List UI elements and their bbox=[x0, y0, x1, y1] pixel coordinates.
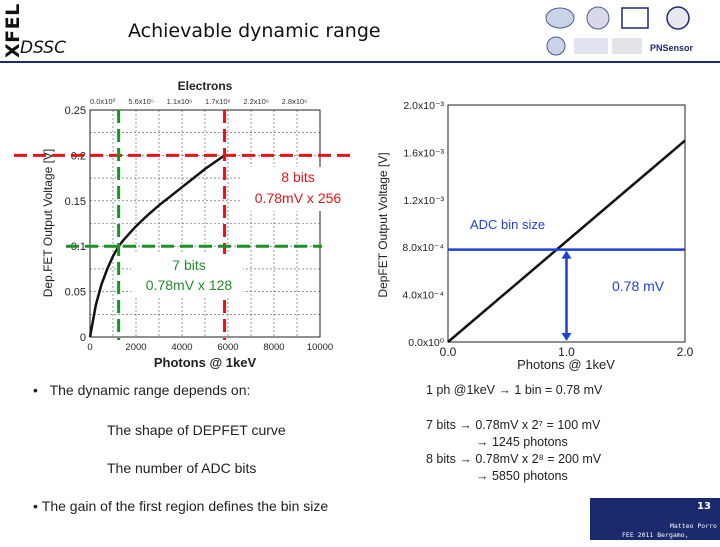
bullet-gain: • The gain of the first region defines t… bbox=[33, 498, 329, 514]
note-7bits-photons: → 1245 photons bbox=[476, 435, 568, 449]
partner-badge: PNSensor bbox=[650, 43, 694, 53]
right-plot-frame bbox=[447, 104, 686, 343]
right-chart: 0.0x10⁰ 4.0x10⁻⁴ 8.0x10⁻⁴ 1.2x10⁻³ 1.6x10⁻³ 2… bbox=[376, 100, 694, 372]
bullet-dynamic-range: • The dynamic range depends on: bbox=[33, 382, 251, 398]
adc-bin-value: 0.78 mV bbox=[612, 278, 665, 294]
x-tick-label: 8000 bbox=[263, 342, 284, 353]
y-tick-label: 0 bbox=[80, 332, 86, 344]
x-tick-label: 10000 bbox=[307, 342, 333, 353]
bullet-dynamic-range-text: The dynamic range depends on: bbox=[49, 382, 251, 398]
bullet-gain-text: The gain of the first region defines the… bbox=[41, 498, 329, 514]
footer-bar bbox=[590, 498, 720, 540]
y-tick-label: 4.0x10⁻⁴ bbox=[402, 290, 444, 302]
x-tick-label: 2.0 bbox=[677, 345, 694, 359]
note-8bits-photons: → 5850 photons bbox=[476, 469, 568, 483]
label-bg-8bit bbox=[240, 167, 356, 211]
footer-event: FEE 2011 Bergamo, 26.05.11 bbox=[622, 531, 689, 547]
bin-label-bg bbox=[466, 214, 566, 234]
partner-logo-4 bbox=[666, 6, 690, 30]
label-bg-7bit bbox=[131, 254, 243, 296]
y-tick-label: 0.25 bbox=[65, 105, 86, 117]
bin-arrow-head-bottom bbox=[561, 333, 572, 341]
header-divider bbox=[0, 61, 720, 63]
x-tick-label: 4000 bbox=[171, 342, 192, 353]
top-tick-label: 0.0x10⁰ bbox=[90, 97, 116, 106]
annotation-7bit-line2: 0.78mV x 128 bbox=[146, 277, 233, 293]
left-y-label: Dep.FET Output Voltage [V] bbox=[41, 149, 55, 298]
x-tick-label: 0.0 bbox=[440, 345, 457, 359]
y-tick-label: 0.15 bbox=[65, 196, 86, 208]
top-tick-label: 1.7x10⁶ bbox=[205, 97, 231, 106]
adc-bin-label: ADC bin size bbox=[470, 217, 545, 232]
note-1ph: 1 ph @1keV → 1 bin = 0.78 mV bbox=[426, 383, 603, 397]
x-tick-label: 2000 bbox=[125, 342, 146, 353]
y-tick-label: 8.0x10⁻⁴ bbox=[402, 242, 444, 254]
partner-logo-7 bbox=[612, 38, 642, 54]
right-y-label: DepFET Output Voltage [V] bbox=[376, 152, 390, 297]
partner-logo-5 bbox=[546, 36, 566, 56]
annotation-8bit-line2: 0.78mV x 256 bbox=[255, 190, 342, 206]
x-tick-label: 0 bbox=[87, 342, 92, 353]
partner-logo-2 bbox=[586, 6, 610, 30]
left-x-label: Photons @ 1keV bbox=[154, 355, 257, 370]
partner-logo-6 bbox=[574, 38, 608, 54]
sub-bullet-adc: The number of ADC bits bbox=[107, 460, 257, 476]
left-curve-line bbox=[88, 154, 226, 338]
left-chart: Electrons 0.0x10⁰ 5.6x10⁵ 1.1x10⁶ 1.7x10⁶ 2.… bbox=[14, 79, 356, 370]
x-tick-label: 6000 bbox=[217, 342, 238, 353]
page-number: 13 bbox=[697, 501, 711, 512]
note-8bits: 8 bits → 0.78mV x 2⁸ = 200 mV bbox=[426, 452, 602, 466]
top-tick-label: 1.1x10⁶ bbox=[167, 97, 193, 106]
annotation-7bit-line1: 7 bits bbox=[172, 257, 205, 273]
footer-author: Matteo Porro bbox=[670, 522, 717, 530]
y-tick-label: 0.05 bbox=[65, 287, 86, 299]
y-tick-label: 1.6x10⁻³ bbox=[403, 147, 444, 159]
partner-logo-3 bbox=[621, 7, 649, 29]
x-tick-label: 1.0 bbox=[558, 345, 575, 359]
sub-bullet-depfet: The shape of DEPFET curve bbox=[107, 422, 286, 438]
dssc-logo: DSSC bbox=[20, 38, 66, 58]
annotation-8bit-line1: 8 bits bbox=[281, 169, 314, 185]
right-x-label: Photons @ 1keV bbox=[517, 357, 615, 372]
y-tick-label: 0.0x10⁰ bbox=[408, 337, 445, 349]
partner-logos: PNSensor bbox=[545, 6, 694, 56]
note-7bits: 7 bits → 0.78mV x 2⁷ = 100 mV bbox=[426, 418, 601, 432]
partner-logo-1 bbox=[545, 7, 575, 29]
left-plot-frame bbox=[89, 109, 321, 338]
right-response-line bbox=[447, 139, 686, 343]
top-tick-label: 2.2x10⁶ bbox=[243, 97, 269, 106]
y-tick-label: 2.0x10⁻³ bbox=[403, 100, 444, 112]
bin-arrow-head-top bbox=[561, 250, 572, 259]
left-top-axis-label: Electrons bbox=[178, 79, 233, 93]
slide-title: Achievable dynamic range bbox=[128, 20, 381, 42]
y-tick-label: 1.2x10⁻³ bbox=[403, 195, 444, 207]
top-tick-label: 5.6x10⁵ bbox=[128, 97, 154, 106]
top-tick-label: 2.8x10⁶ bbox=[282, 97, 308, 106]
